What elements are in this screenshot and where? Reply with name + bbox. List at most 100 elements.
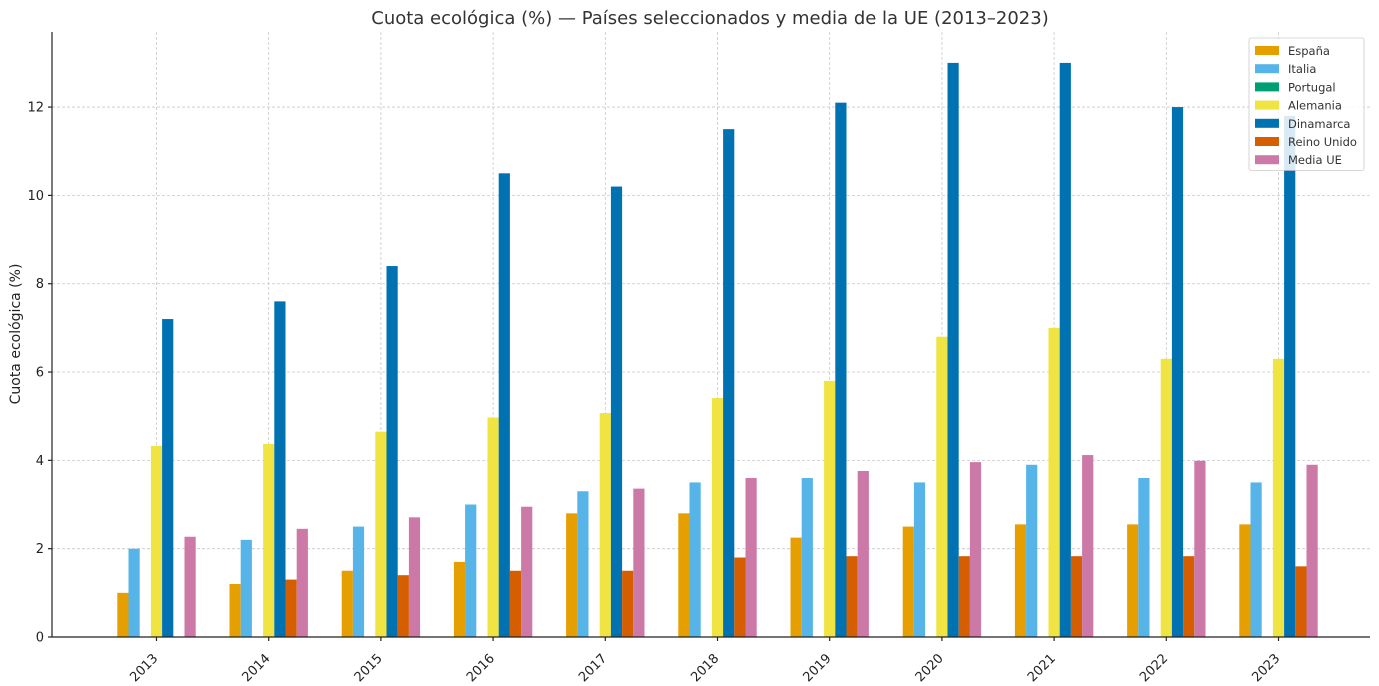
bar-media-ue-2016	[521, 506, 533, 637]
bar-italia-2013	[128, 548, 140, 637]
bar-reino-unido-2018	[734, 557, 746, 637]
chart-title: Cuota ecológica (%) — Países seleccionad…	[371, 8, 1048, 29]
legend-swatch-portugal	[1255, 82, 1279, 92]
bar-alemania-2023	[1272, 358, 1285, 637]
y-tick-label: 0	[36, 631, 44, 646]
x-tick-label: 2013	[127, 651, 161, 685]
bar-italia-2020	[913, 482, 926, 637]
grid-lines	[52, 32, 1370, 637]
legend-swatch-italia	[1255, 64, 1279, 74]
legend-label-italia: Italia	[1288, 62, 1316, 76]
bar-alemania-2019	[824, 380, 836, 637]
x-tick-label: 2017	[576, 651, 610, 685]
y-tick-label: 12	[27, 101, 44, 116]
legend-swatch-dinamarca	[1255, 118, 1279, 128]
x-tick-label: 2021	[1025, 651, 1059, 685]
bar-italia-2017	[577, 491, 589, 637]
bar-reino-unido-2023	[1295, 566, 1307, 637]
x-tick-label: 2015	[352, 651, 386, 685]
bar-alemania-2014	[263, 444, 275, 637]
bar-media-ue-2013	[184, 536, 196, 637]
legend-label-portugal: Portugal	[1288, 80, 1336, 94]
legend-label-espana: España	[1288, 44, 1330, 58]
bar-espana-2022	[1127, 524, 1139, 637]
bar-media-ue-2015	[408, 517, 421, 637]
bar-dinamarca-2022	[1171, 107, 1184, 637]
bar-dinamarca-2021	[1059, 62, 1071, 638]
bar-dinamarca-2013	[162, 319, 174, 637]
bar-alemania-2017	[599, 413, 611, 637]
bar-media-ue-2023	[1306, 464, 1318, 637]
bar-espana-2015	[341, 570, 353, 637]
bar-italia-2015	[352, 526, 365, 637]
legend-label-dinamarca: Dinamarca	[1288, 117, 1350, 131]
bar-reino-unido-2015	[397, 575, 409, 637]
bar-reino-unido-2019	[846, 556, 858, 637]
legend-label-media-ue: Media UE	[1288, 153, 1342, 167]
bar-alemania-2020	[936, 336, 948, 637]
bar-alemania-2022	[1160, 358, 1172, 637]
y-tick-label: 4	[36, 454, 44, 469]
bar-espana-2014	[229, 584, 241, 637]
legend-label-alemania: Alemania	[1288, 99, 1342, 113]
bar-reino-unido-2016	[509, 570, 522, 637]
bar-media-ue-2020	[969, 462, 982, 637]
bar-italia-2018	[689, 482, 701, 637]
bar-media-ue-2021	[1082, 455, 1094, 637]
bar-italia-2014	[240, 539, 252, 637]
bar-espana-2016	[453, 561, 466, 637]
bar-dinamarca-2019	[835, 102, 847, 637]
bar-media-ue-2014	[296, 528, 308, 637]
legend-label-reino-unido: Reino Unido	[1288, 135, 1357, 149]
legend-swatch-reino-unido	[1255, 137, 1279, 146]
bar-reino-unido-2021	[1070, 556, 1083, 637]
x-tick-label: 2020	[913, 651, 947, 685]
legend-swatch-alemania	[1255, 100, 1279, 110]
bar-italia-2022	[1138, 478, 1150, 637]
y-tick-label: 2	[36, 542, 44, 557]
bar-reino-unido-2017	[622, 570, 634, 637]
y-tick-label: 10	[27, 189, 44, 204]
y-tick-label: 6	[36, 366, 44, 381]
bar-dinamarca-2015	[386, 266, 398, 637]
bar-espana-2023	[1239, 524, 1251, 637]
bar-dinamarca-2016	[498, 173, 510, 637]
bar-alemania-2016	[487, 417, 499, 637]
legend: España Italia Portugal Alemania Dinamarca Rei…	[1248, 37, 1365, 171]
bar-italia-2021	[1026, 464, 1038, 637]
bar-espana-2020	[902, 526, 914, 637]
bar-reino-unido-2022	[1183, 556, 1195, 637]
bar-espana-2018	[678, 513, 690, 637]
bar-alemania-2015	[375, 431, 387, 637]
bar-espana-2017	[566, 513, 578, 637]
bar-media-ue-2019	[857, 470, 869, 637]
legend-swatch-espana	[1255, 46, 1279, 55]
x-tick-label: 2022	[1137, 651, 1171, 685]
bar-alemania-2018	[711, 398, 724, 637]
bar-dinamarca-2023	[1284, 115, 1296, 637]
bar-media-ue-2017	[633, 488, 645, 637]
x-tick-label: 2014	[240, 651, 274, 685]
x-tick-label: 2018	[688, 651, 722, 685]
bar-dinamarca-2017	[610, 186, 623, 637]
bar-italia-2019	[801, 478, 813, 637]
bar-media-ue-2018	[745, 478, 757, 637]
y-tick-label: 8	[36, 277, 44, 292]
bar-media-ue-2022	[1194, 460, 1206, 637]
bar-espana-2019	[790, 537, 802, 637]
y-axis-label: Cuota ecológica (%)	[8, 264, 24, 405]
x-tick-label: 2016	[464, 651, 498, 685]
x-tick-label: 2023	[1249, 651, 1283, 685]
tick-labels: 0 2 4 6 8 10 12 2013 2014 2015 2016 2017 2018 2019 202…	[27, 101, 1283, 686]
legend-swatch-media-ue	[1255, 155, 1279, 165]
bar-reino-unido-2014	[285, 579, 297, 637]
bar-dinamarca-2014	[274, 301, 286, 637]
bar-alemania-2013	[150, 445, 163, 637]
axes	[48, 32, 1370, 641]
bar-espana-2021	[1014, 524, 1027, 637]
bar-dinamarca-2020	[947, 62, 959, 638]
bar-reino-unido-2020	[958, 556, 970, 637]
x-tick-label: 2019	[801, 651, 835, 685]
